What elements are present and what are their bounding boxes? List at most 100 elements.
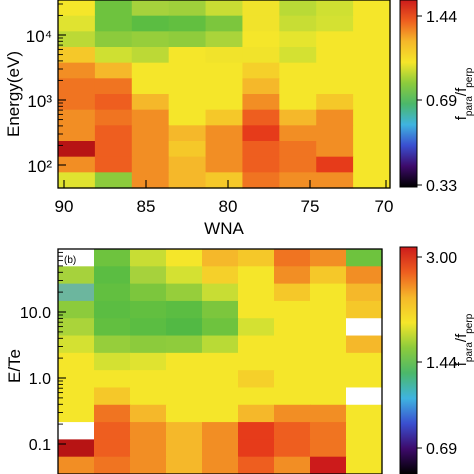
heatmap-a-cell-r2-c8 [353,31,391,48]
heatmap-a-cell-r7-c5 [242,109,280,126]
heatmap-a-cell-r2-c0 [58,31,96,48]
heatmap-a-cell-r9-c8 [353,141,391,158]
heatmap-b-cell-r10-c1 [94,422,131,440]
heatmap-b-y-ticks [58,311,66,445]
heatmap-a-cell-r4-c5 [242,62,280,79]
heatmap-b-cell-r1-c7 [310,266,347,285]
heatmap-b-cell-r7-c8 [346,370,383,389]
heatmap-a-cell-r8-c6 [279,125,317,142]
heatmap-b-cell-r11-c4 [202,439,239,458]
heatmap-b-cell-r1-c8 [346,266,383,285]
heatmap-a-cell-r0-c2 [131,0,170,17]
heatmap-b-cell-r0-c5 [238,249,275,267]
heatmap-a-cell-r10-c3 [168,156,207,173]
heatmap-b-cell-r0-c6 [274,249,311,267]
heatmap-b-cell-r7-c5 [238,370,275,389]
heatmap-b-cell-r12-c2 [130,456,167,474]
heatmap-b-cell-r2-c4 [202,283,239,302]
heatmap-b-cell-r3-c8 [346,300,383,319]
heatmap-a-cell-r4-c4 [205,62,244,79]
heatmap-b-cell-r12-c5 [238,456,275,474]
heatmap-b-cell-r3-c6 [274,300,311,319]
heatmap-b-cell-r10-c3 [166,422,203,440]
colorbar-a-tick-label-144: 1.44 [426,9,457,26]
heatmap-b-cell-r8-c7 [310,387,347,406]
heatmap-a-cell-r9-c1 [94,141,133,158]
y-tick-label-b-1p0: 1.0 [29,371,51,388]
heatmap-b-cell-r8-c6 [274,387,311,406]
y-tick-label-a-1e2: 10² [27,157,52,176]
heatmap-a-cell-r2-c1 [94,31,133,48]
heatmap-b-cell-r12-c6 [274,456,311,474]
heatmap-b-cell-r9-c6 [274,404,311,423]
heatmap-b-cell-r6-c5 [238,352,275,371]
heatmap-b-cells [58,249,383,474]
heatmap-a-cell-r7-c8 [353,109,391,126]
heatmap-a-cell-r11-c1 [94,172,133,189]
heatmap-b-cell-r4-c4 [202,318,239,337]
heatmap-a-cell-r11-c3 [168,172,207,189]
heatmap-b-cell-r0-c1 [94,249,131,267]
heatmap-b-cell-r7-c6 [274,370,311,389]
heatmap-b-cell-r11-c0 [58,439,95,458]
heatmap-a-cell-r2-c4 [205,31,244,48]
heatmap-a-cell-r9-c5 [242,141,280,158]
heatmap-b-cell-r8-c4 [202,387,239,406]
heatmap-a-cell-r2-c7 [316,31,354,48]
heatmap-b-cell-r12-c4 [202,456,239,474]
heatmap-a-cell-r8-c0 [58,125,96,142]
heatmap-b-cell-r1-c6 [274,266,311,285]
heatmap-a-cell-r5-c8 [353,78,391,95]
x-tick-label-a-80: 80 [219,197,238,216]
heatmap-b-cell-r2-c8 [346,283,383,302]
heatmap-a-cell-r5-c3 [168,78,207,95]
heatmap-a-cell-r1-c8 [353,15,391,32]
heatmap-b-cell-r5-c1 [94,335,131,354]
heatmap-b-cell-r8-c3 [166,387,203,406]
heatmap-a-cell-r6-c2 [131,94,170,111]
heatmap-a-cell-r7-c4 [205,109,244,126]
heatmap-a-cell-r1-c3 [168,15,207,32]
heatmap-a-cell-r10-c8 [353,156,391,173]
heatmap-a-cell-r11-c0 [58,172,96,189]
heatmap-b-cell-r6-c0 [58,352,95,371]
heatmap-a-cell-r5-c6 [279,78,317,95]
heatmap-b-cell-r2-c6 [274,283,311,302]
heatmap-b-frame [57,248,383,474]
heatmap-a-cell-r11-c7 [316,172,354,189]
heatmap-a-cell-r8-c1 [94,125,133,142]
heatmap-a-cell-r10-c4 [205,156,244,173]
heatmap-b-cell-r0-c3 [166,249,203,267]
heatmap-b-cell-r7-c7 [310,370,347,389]
heatmap-a-cell-r8-c4 [205,125,244,142]
heatmap-a-cell-r11-c4 [205,172,244,189]
heatmap-a-cell-r4-c6 [279,62,317,79]
heatmap-a-cell-r10-c1 [94,156,133,173]
heatmap-a-cell-r3-c0 [58,47,96,64]
heatmap-b-cell-r9-c7 [310,404,347,423]
heatmap-a-cell-r9-c3 [168,141,207,158]
x-axis-label-a: WNA [204,219,244,238]
heatmap-b-cell-r8-c5 [238,387,275,406]
colorbar-b-tick-label-069: 0.69 [426,441,457,458]
heatmap-b-cell-r6-c2 [130,352,167,371]
heatmap-b-cell-r5-c0 [58,335,95,354]
heatmap-a-cell-r0-c3 [168,0,207,17]
heatmap-b-cell-r12-c3 [166,456,203,474]
heatmap-b-cell-r4-c6 [274,318,311,337]
heatmap-b-cell-r3-c2 [130,300,167,319]
panel-b-label-box [62,252,88,266]
heatmap-a-cell-r6-c8 [353,94,391,111]
heatmap-a-cell-r8-c8 [353,125,391,142]
heatmap-b-cell-r9-c0 [58,404,95,423]
heatmap-b-cell-r6-c8 [346,352,383,371]
heatmap-b-cell-r8-c8 [346,387,383,406]
colorbar-a-label: fpara/fperp [453,67,474,120]
heatmap-b-cell-r10-c5 [238,422,275,440]
heatmap-a-cell-r0-c8 [353,0,391,17]
heatmap-a-cell-r9-c2 [131,141,170,158]
heatmap-a-cell-r3-c4 [205,47,244,64]
heatmap-b-cell-r1-c4 [202,266,239,285]
heatmap-b-cell-r5-c3 [166,335,203,354]
